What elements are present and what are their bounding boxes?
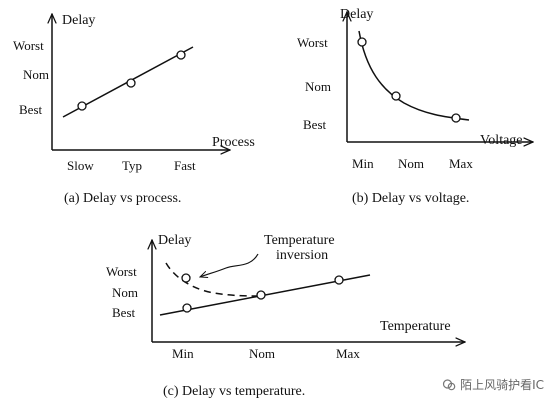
watermark-text: 陌上风骑护看IC: [460, 378, 544, 392]
panel-c-ylabel: Delay: [158, 233, 191, 248]
panel-c-xtick-nom: Nom: [249, 346, 275, 361]
panel-b-series-curve: [358, 30, 470, 121]
watermark: 陌上风骑护看IC: [442, 376, 544, 393]
panel-a-point-typ: [126, 78, 136, 88]
panel-c-point-nom: [256, 290, 266, 300]
panel-c-annotation-line2: inversion: [276, 248, 328, 263]
panel-a: Delay Process Worst Nom Best Slow Typ Fa…: [13, 13, 255, 206]
panel-a-caption: (a) Delay vs process.: [64, 191, 181, 206]
panel-b-point-max: [451, 113, 461, 123]
panel-a-ytick-best: Best: [19, 102, 43, 117]
panel-b-ytick-nom: Nom: [305, 79, 331, 94]
panel-b-xtick-max: Max: [449, 156, 473, 171]
panel-c-annotation-line1: Temperature: [264, 233, 335, 248]
panel-b-point-min: [357, 37, 367, 47]
panel-a-ytick-nom: Nom: [23, 67, 49, 82]
panel-b-xlabel: Voltage: [480, 133, 523, 148]
panel-b-ylabel: Delay: [340, 7, 373, 22]
panel-c-caption: (c) Delay vs temperature.: [163, 384, 305, 399]
panel-b-ytick-best: Best: [303, 117, 327, 132]
panel-b-caption: (b) Delay vs voltage.: [352, 191, 469, 206]
panel-a-point-slow: [77, 101, 87, 111]
panel-c-point-min-worst: [181, 273, 191, 283]
panel-a-xlabel: Process: [212, 135, 255, 150]
panel-b-point-nom: [391, 91, 401, 101]
panel-a-ytick-worst: Worst: [13, 38, 44, 53]
panel-c-annotation-arrow: [200, 253, 259, 277]
panel-b-xtick-min: Min: [352, 156, 374, 171]
panel-b-ytick-worst: Worst: [297, 35, 328, 50]
panel-a-ylabel: Delay: [62, 13, 95, 28]
panel-b: Delay Voltage Worst Nom Best Min Nom Max…: [297, 7, 533, 206]
panel-c-dashed-curve: [165, 262, 263, 297]
panel-a-point-fast: [176, 50, 186, 60]
panel-a-xtick-fast: Fast: [174, 158, 196, 173]
panel-b-xtick-nom: Nom: [398, 156, 424, 171]
panel-c-ytick-worst: Worst: [106, 264, 137, 279]
panel-a-xtick-typ: Typ: [122, 158, 142, 173]
panel-c-point-min-best: [182, 303, 192, 313]
panel-c-point-max: [334, 275, 344, 285]
panel-c-xtick-max: Max: [336, 346, 360, 361]
wechat-icon: [442, 378, 456, 390]
panel-c-xlabel: Temperature: [380, 319, 451, 334]
panel-c: Delay Temperature Worst Nom Best Min Nom…: [106, 233, 465, 399]
panel-c-ytick-best: Best: [112, 305, 136, 320]
panel-a-xtick-slow: Slow: [67, 158, 94, 173]
panel-c-xtick-min: Min: [172, 346, 194, 361]
panel-c-ytick-nom: Nom: [112, 285, 138, 300]
